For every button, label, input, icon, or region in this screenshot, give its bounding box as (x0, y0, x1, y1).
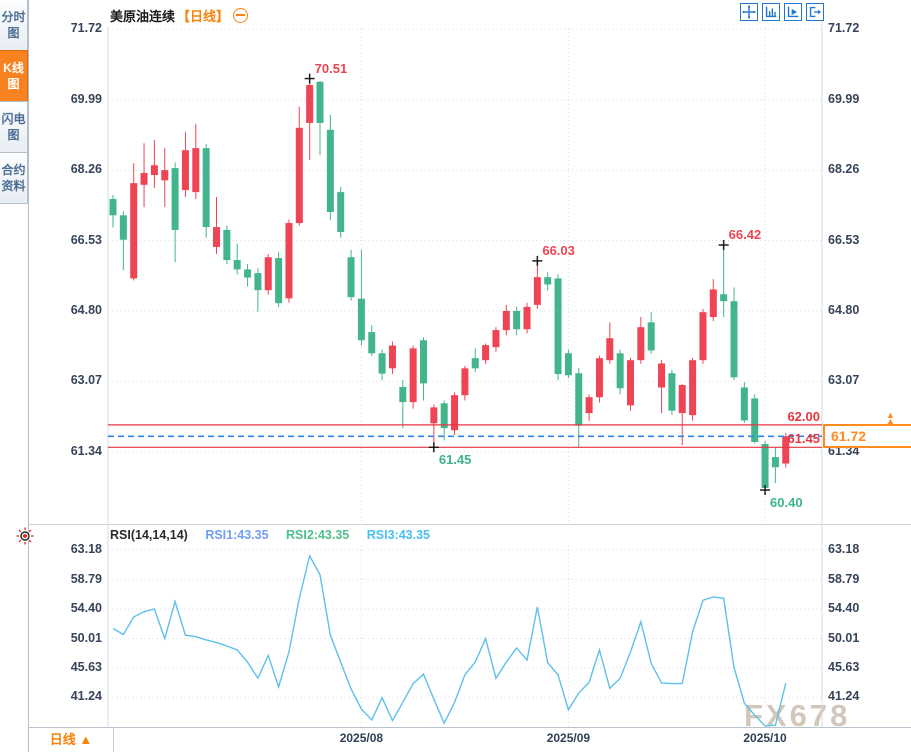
sidebar-item-contract-info[interactable]: 合约资料 (0, 152, 28, 204)
candle (388, 345, 396, 369)
candle (399, 387, 407, 403)
candle (192, 148, 200, 193)
candle (326, 129, 334, 213)
chart-toolbar (740, 3, 824, 21)
exit-right-icon[interactable] (806, 3, 824, 21)
candle (161, 170, 169, 181)
candle (295, 127, 303, 224)
candle (771, 457, 779, 468)
candle (150, 165, 158, 176)
candle (585, 397, 593, 414)
candle (730, 301, 738, 378)
candle (751, 398, 759, 442)
candle (492, 330, 500, 348)
candle (740, 387, 748, 421)
candle (202, 148, 210, 228)
candle (378, 353, 386, 374)
candle (668, 373, 676, 411)
rsi1-value: RSI1:43.35 (205, 528, 269, 542)
timeframe-tag: 【日线】 (177, 9, 230, 24)
candle (720, 294, 728, 302)
price-up-marker-icon: ▲ ▲ (886, 410, 895, 427)
sidebar-item-time-chart[interactable]: 分时图 (0, 0, 28, 51)
candle (647, 322, 655, 351)
candle (213, 227, 220, 248)
candle (109, 199, 117, 216)
candle (554, 278, 562, 375)
candle (513, 310, 521, 330)
candle (544, 277, 552, 285)
candle (244, 269, 252, 278)
candle (471, 358, 479, 369)
candle (140, 172, 148, 185)
zoom-out-icon[interactable] (233, 8, 249, 23)
candle (461, 368, 469, 396)
sidebar-item-lightning-chart[interactable]: 闪电图 (0, 101, 28, 153)
axis-scale-icon[interactable] (762, 3, 780, 21)
candle (761, 444, 769, 488)
candle (316, 81, 324, 123)
candle (347, 257, 355, 298)
candle (678, 385, 686, 414)
crosshair-move-icon[interactable] (740, 3, 758, 21)
symbol-name: 美原油连续 (110, 9, 176, 24)
candle (533, 277, 541, 305)
candle (130, 183, 138, 279)
rsi2-value: RSI2:43.35 (286, 528, 350, 542)
candle (430, 407, 438, 424)
candle (275, 258, 283, 304)
sidebar-item-kline-chart[interactable]: K线图 (0, 50, 28, 102)
bottom-axis-bar: 日线 ▲ (29, 727, 911, 752)
candle (420, 340, 427, 384)
candle (616, 353, 624, 389)
rsi-title: RSI(14,14,14) (110, 528, 188, 542)
candle (595, 358, 603, 398)
candle (523, 306, 531, 330)
timeframe-selector[interactable]: 日线 ▲ (29, 728, 114, 752)
candle (782, 436, 790, 464)
candle (502, 310, 510, 331)
candle (171, 168, 179, 230)
candle (440, 403, 448, 429)
candle (709, 289, 717, 318)
candle (181, 150, 189, 191)
candle (119, 215, 127, 240)
candle (699, 312, 707, 361)
candle (627, 360, 634, 406)
current-price-box: 61.72 (823, 424, 911, 449)
candle (254, 273, 262, 291)
chart-title: 美原油连续 【日线】 (110, 6, 249, 25)
candle (637, 327, 645, 361)
candle (575, 373, 583, 426)
candle (285, 223, 293, 299)
left-sidebar: 分时图 K线图 闪电图 合约资料 (0, 0, 29, 752)
candle (482, 345, 490, 361)
candle (264, 257, 272, 291)
candle (606, 338, 614, 361)
candle (564, 353, 572, 376)
candle (409, 348, 417, 403)
candle (306, 85, 314, 123)
candle (223, 229, 231, 261)
rsi-indicator-header: RSI(14,14,14) RSI1:43.35 RSI2:43.35 RSI3… (110, 528, 444, 542)
candle (337, 192, 345, 232)
candle (658, 363, 666, 388)
axis-play-icon[interactable] (784, 3, 802, 21)
candle (233, 260, 241, 270)
candle (451, 395, 459, 431)
rsi3-value: RSI3:43.35 (366, 528, 430, 542)
candle (689, 360, 697, 416)
candle (368, 332, 376, 354)
candle (357, 298, 365, 341)
sun-alert-icon[interactable] (16, 527, 34, 545)
panel-separator (29, 524, 911, 525)
